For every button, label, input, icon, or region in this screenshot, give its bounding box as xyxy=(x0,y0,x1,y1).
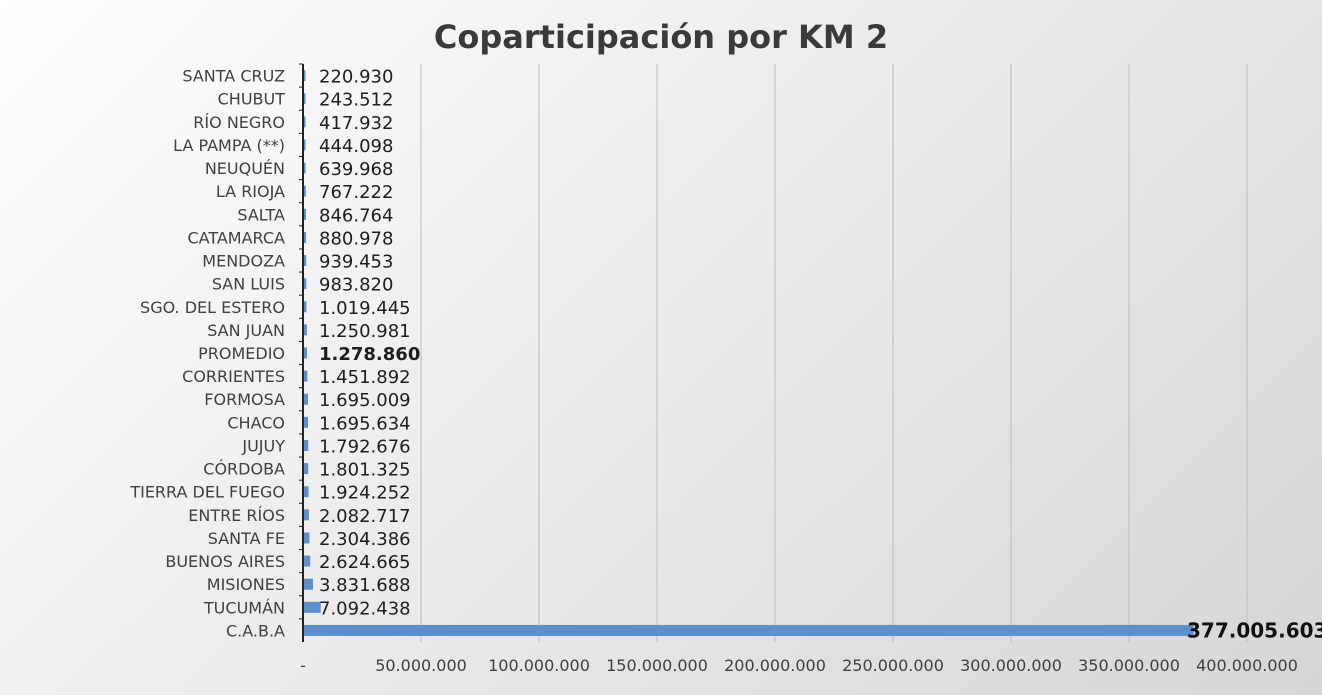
category-label: MENDOZA xyxy=(202,252,285,271)
bar xyxy=(304,185,306,197)
data-label: 2.082.717 xyxy=(319,506,411,527)
bar xyxy=(304,139,306,151)
x-tick-label: 250.000.000 xyxy=(842,656,944,675)
data-label: 846.764 xyxy=(319,205,393,226)
axes: - 50.000.000 100.000.000 150.000.000 200.000… xyxy=(299,63,1298,675)
bar xyxy=(304,324,307,336)
category-label: CHUBUT xyxy=(218,90,286,109)
category-label: JUJUY xyxy=(241,436,285,455)
data-label: 220.930 xyxy=(319,67,393,88)
bar xyxy=(304,208,306,220)
category-label: SANTA FE xyxy=(208,529,285,548)
bar xyxy=(304,255,307,267)
data-label: 1.451.892 xyxy=(319,367,411,388)
data-label: 1.695.009 xyxy=(319,390,411,411)
bar xyxy=(304,532,310,544)
data-label: 417.932 xyxy=(319,113,393,134)
bar xyxy=(304,509,309,521)
category-label: SGO. DEL ESTERO xyxy=(140,298,285,317)
category-label: CORRIENTES xyxy=(182,367,285,386)
bar xyxy=(304,486,309,498)
bar xyxy=(304,439,309,451)
category-label: PROMEDIO xyxy=(198,344,285,363)
category-label: SAN JUAN xyxy=(207,321,285,340)
data-label: 243.512 xyxy=(319,90,393,111)
category-label: CÓRDOBA xyxy=(203,460,285,479)
x-tick-label: - xyxy=(300,656,306,675)
category-label: SANTA CRUZ xyxy=(182,67,285,86)
category-label: C.A.B.A xyxy=(226,621,285,640)
data-label: 1.019.445 xyxy=(319,298,411,319)
x-tick-label: 150.000.000 xyxy=(606,656,708,675)
bar xyxy=(304,347,308,359)
x-tick-label: 400.000.000 xyxy=(1196,656,1298,675)
category-label: CATAMARCA xyxy=(187,228,285,247)
category-label: BUENOS AIRES xyxy=(165,552,285,571)
bar xyxy=(304,70,306,82)
data-label: 377.005.603 xyxy=(1187,618,1322,642)
bar xyxy=(304,416,309,428)
bar xyxy=(304,578,314,590)
category-label: SALTA xyxy=(237,205,285,224)
bar xyxy=(304,463,309,475)
bar xyxy=(304,624,1194,636)
x-tick-label: 350.000.000 xyxy=(1078,656,1180,675)
category-label: RÍO NEGRO xyxy=(193,113,285,132)
data-label: 1.792.676 xyxy=(319,436,411,457)
bar xyxy=(304,393,309,405)
category-label: ENTRE RÍOS xyxy=(188,506,285,525)
data-label: 1.801.325 xyxy=(319,460,411,481)
bar xyxy=(304,116,306,128)
x-tick-label: 50.000.000 xyxy=(375,656,467,675)
category-label: CHACO xyxy=(227,413,285,432)
category-label: TIERRA DEL FUEGO xyxy=(129,483,285,502)
bar xyxy=(304,162,306,174)
bar xyxy=(304,370,308,382)
data-label: 2.624.665 xyxy=(319,552,411,573)
data-label: 2.304.386 xyxy=(319,529,411,550)
x-tick-label: 300.000.000 xyxy=(960,656,1062,675)
category-label: LA RIOJA xyxy=(216,182,285,201)
bar xyxy=(304,301,307,313)
data-label: 639.968 xyxy=(319,159,393,180)
category-label: FORMOSA xyxy=(204,390,285,409)
bar xyxy=(304,231,307,243)
category-label: SAN LUIS xyxy=(212,275,285,294)
data-label: 1.924.252 xyxy=(319,483,411,504)
bars xyxy=(304,70,1194,636)
data-label: 939.453 xyxy=(319,252,393,273)
labels: SANTA CRUZ 220.930 CHUBUT 243.512 RÍO NEGRO 4… xyxy=(129,67,1322,643)
data-label: 767.222 xyxy=(319,182,393,203)
data-label: 1.250.981 xyxy=(319,321,411,342)
x-tick-label: 200.000.000 xyxy=(724,656,826,675)
category-label: TUCUMÁN xyxy=(203,598,285,617)
data-label: 880.978 xyxy=(319,228,393,249)
data-label: 1.278.860 xyxy=(319,344,420,365)
category-label: LA PAMPA (**) xyxy=(173,136,285,155)
category-label: NEUQUÉN xyxy=(205,159,285,178)
data-label: 3.831.688 xyxy=(319,575,411,596)
bar xyxy=(304,555,311,567)
category-label: MISIONES xyxy=(207,575,285,594)
bar xyxy=(304,278,307,290)
x-tick-label: 100.000.000 xyxy=(488,656,590,675)
bar xyxy=(304,93,306,105)
data-label: 7.092.438 xyxy=(319,598,411,619)
data-label: 444.098 xyxy=(319,136,393,157)
data-label: 1.695.634 xyxy=(319,413,411,434)
chart-title: Coparticipación por KM 2 xyxy=(433,18,889,56)
data-label: 983.820 xyxy=(319,275,393,296)
gridlines xyxy=(420,64,1248,642)
bar xyxy=(304,601,321,613)
